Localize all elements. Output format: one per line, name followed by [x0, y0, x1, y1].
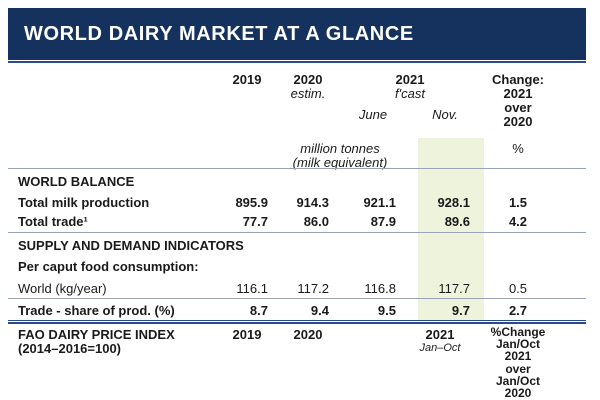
cell-change: 0.5 — [508, 281, 528, 296]
row-label: World (kg/year) — [18, 281, 107, 296]
world-balance-heading: WORLD BALANCE — [18, 174, 135, 189]
price-index-label: FAO DAIRY PRICE INDEX — [18, 327, 175, 342]
divider — [8, 298, 586, 299]
price-change-6: 2020 — [504, 386, 532, 400]
header-rule — [8, 61, 586, 63]
divider — [8, 168, 586, 169]
cell-2019: 8.7 — [249, 303, 268, 318]
units-percent: % — [512, 141, 524, 156]
price-change-5: Jan/Oct — [495, 373, 540, 388]
col-header-2019: 2019 — [232, 72, 262, 87]
col-header-2020: 2020 — [293, 72, 323, 87]
col-header-change-1: Change: — [492, 72, 544, 87]
units-line-2: (milk equivalent) — [292, 155, 388, 170]
price-change-3: 2021 — [504, 349, 532, 364]
cell-june: 87.9 — [370, 214, 396, 229]
cell-change: 1.5 — [508, 195, 528, 210]
row-label: Trade - share of prod. (%) — [18, 303, 175, 318]
cell-2019: 116.1 — [236, 281, 268, 296]
supply-demand-subheading: Per caput food consumption: — [18, 259, 199, 274]
cell-june: 921.1 — [363, 195, 396, 210]
col-header-change-2: 2021 — [503, 86, 533, 101]
col-header-2020-note: estim. — [290, 86, 326, 101]
col-header-change-4: 2020 — [503, 114, 533, 129]
col-header-2021: 2021 — [395, 72, 425, 87]
price-col-2019: 2019 — [232, 327, 262, 342]
row-label: Total milk production — [18, 195, 150, 210]
price-change-4: over — [505, 361, 531, 376]
cell-nov: 89.6 — [444, 214, 470, 229]
cell-2020: 9.4 — [310, 303, 329, 318]
supply-demand-heading: SUPPLY AND DEMAND INDICATORS — [18, 238, 244, 253]
units-line-1: million tonnes — [300, 141, 380, 156]
cell-2020: 117.2 — [297, 281, 329, 296]
price-change-2: Jan/Oct — [495, 337, 540, 352]
cell-2020: 86.0 — [303, 214, 329, 229]
cell-change: 2.7 — [508, 303, 528, 318]
cell-2019: 77.7 — [242, 214, 268, 229]
col-header-nov: Nov. — [432, 107, 458, 122]
col-header-june: June — [358, 107, 388, 122]
price-change-1: %Change — [490, 325, 546, 339]
cell-june: 9.5 — [377, 303, 396, 318]
price-col-2020: 2020 — [293, 327, 323, 342]
price-col-2021: 2021 — [425, 327, 455, 342]
row-label: Total trade¹ — [18, 214, 88, 229]
divider — [8, 232, 586, 233]
col-header-change-3: over — [504, 100, 532, 115]
cell-change: 4.2 — [508, 214, 528, 229]
cell-nov: 117.7 — [438, 281, 470, 296]
cell-2020: 914.3 — [296, 195, 329, 210]
cell-2019: 895.9 — [235, 195, 268, 210]
col-header-2021-note: f'cast — [395, 86, 425, 101]
cell-nov: 928.1 — [437, 195, 470, 210]
price-col-2021-note: Jan–Oct — [419, 342, 461, 354]
page-title: WORLD DAIRY MARKET AT A GLANCE — [8, 8, 586, 60]
cell-nov: 9.7 — [451, 303, 470, 318]
section-double-rule — [8, 320, 586, 324]
cell-june: 116.8 — [364, 281, 396, 296]
price-index-base: (2014–2016=100) — [18, 341, 122, 356]
